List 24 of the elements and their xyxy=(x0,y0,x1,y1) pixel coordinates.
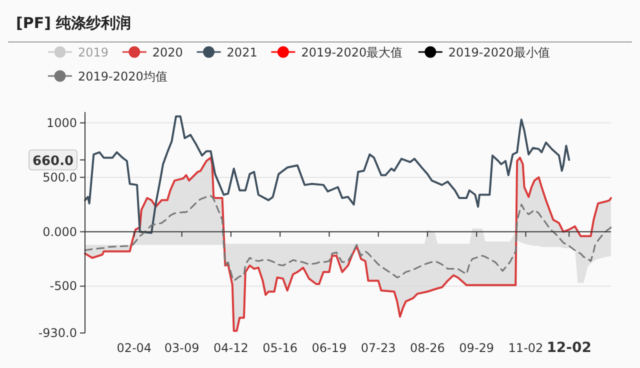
x-tick-label: 07-23 xyxy=(360,341,396,355)
legend-label: 2019-2020最小值 xyxy=(448,46,550,60)
y-tick-label: -500 xyxy=(50,279,77,294)
x-tick-label: 03-09 xyxy=(164,341,200,355)
chart-title: [PF] 纯涤纱利润 xyxy=(16,14,132,32)
x-tick-label: 04-12 xyxy=(214,341,248,355)
x-tick-label: 02-04 xyxy=(116,341,152,355)
y-tick-label: 500.0 xyxy=(42,170,77,184)
y-tick-label: 1000 xyxy=(46,116,77,130)
x-tick-label: 09-29 xyxy=(459,341,494,355)
y-tick-label: 660.0 xyxy=(32,154,74,169)
x-tick-label: 12-02 xyxy=(546,340,592,356)
x-tick-label: 08-26 xyxy=(410,341,445,355)
y-tick-label: -930.0 xyxy=(38,326,77,340)
legend-label: 2019 xyxy=(78,46,109,60)
legend-label: 2020 xyxy=(152,46,183,60)
legend-label: 2021 xyxy=(226,46,258,60)
x-tick-label: 06-19 xyxy=(312,341,347,355)
legend-label: 2019-2020均值 xyxy=(78,70,168,84)
x-tick-label: 05-16 xyxy=(262,341,298,355)
legend-label: 2019-2020最大值 xyxy=(301,46,403,60)
line-series xyxy=(84,115,570,234)
x-tick-label: 11-02 xyxy=(508,341,544,355)
y-tick-label: 0.000 xyxy=(42,224,77,239)
